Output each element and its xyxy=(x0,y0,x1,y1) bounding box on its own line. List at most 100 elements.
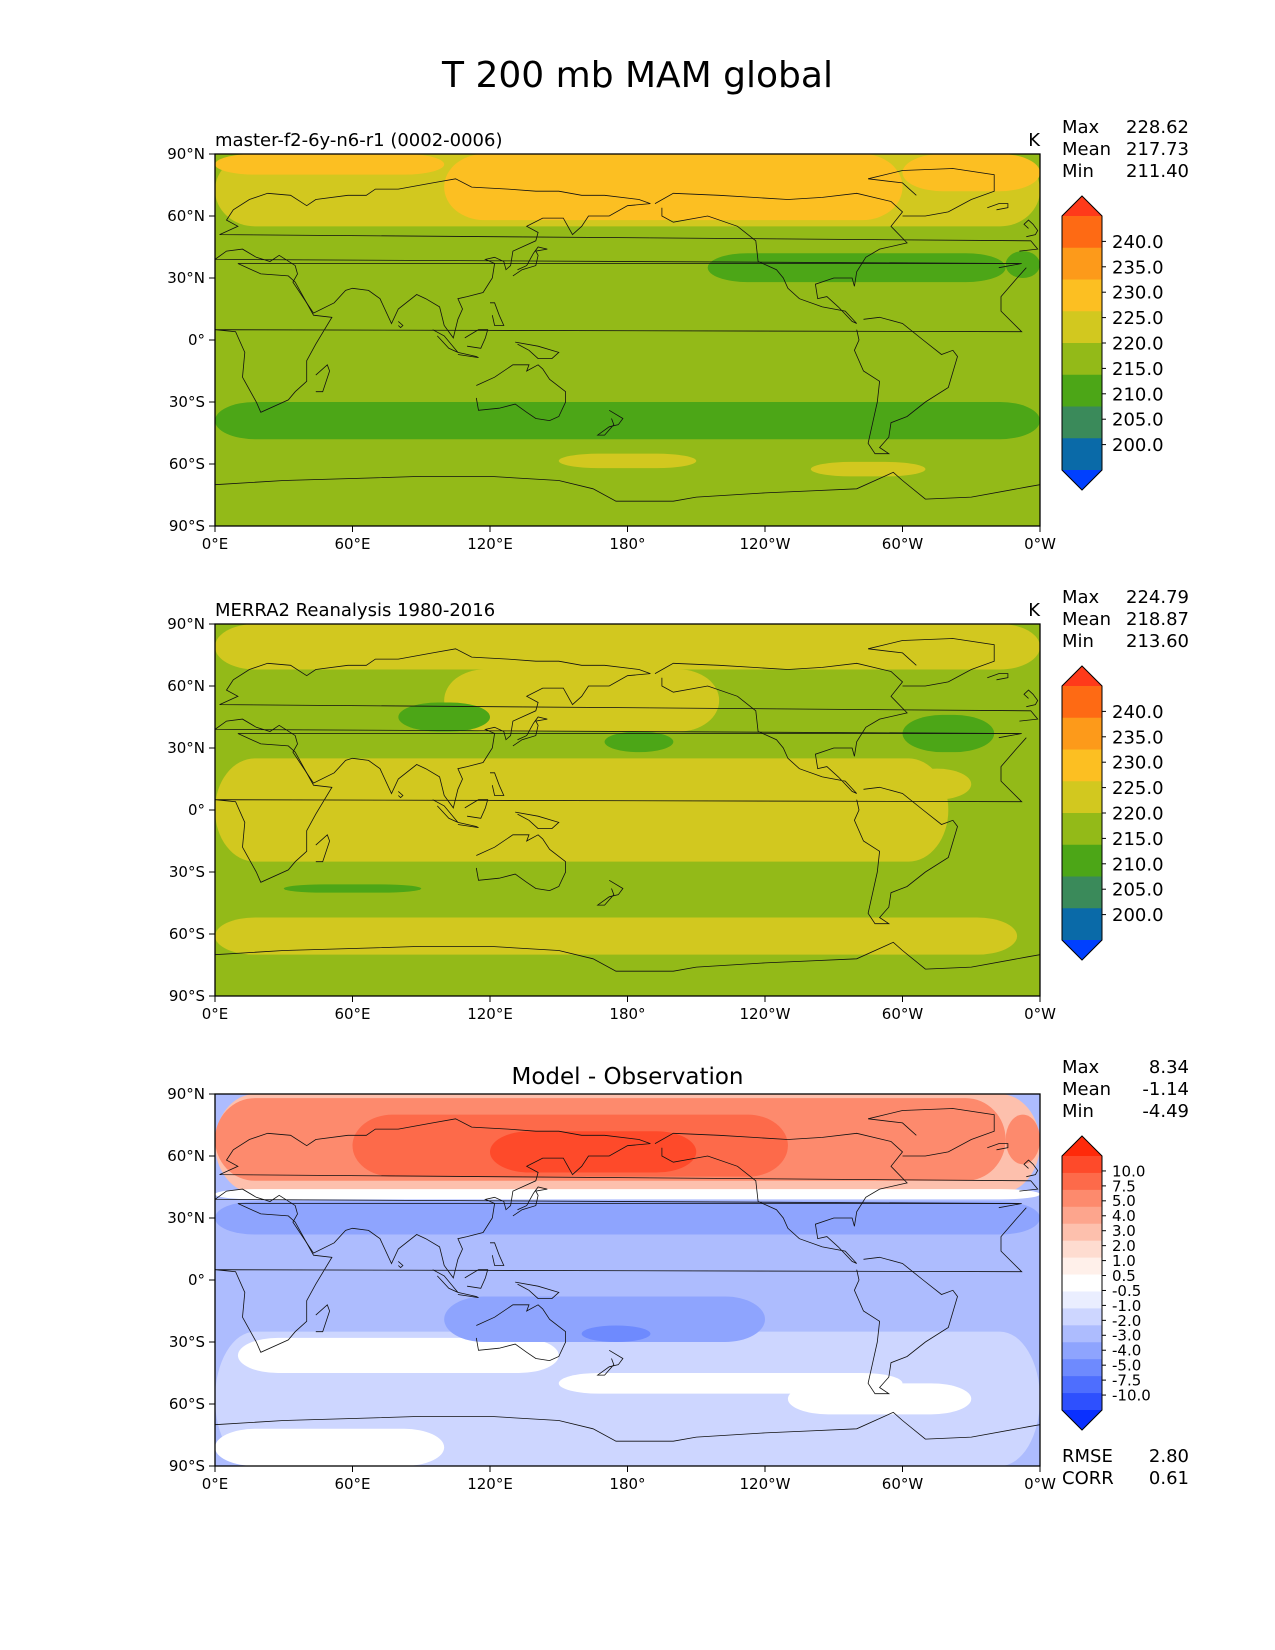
colorbar-label: -1.0 xyxy=(1112,1297,1141,1315)
coastline xyxy=(464,1269,489,1289)
x-tick-label: 0°E xyxy=(202,1475,229,1493)
coastline xyxy=(512,716,548,747)
colorbar-segment xyxy=(1062,1206,1102,1225)
metric-label: RMSE xyxy=(1062,1446,1113,1467)
stat-label: Mean xyxy=(1062,609,1111,630)
coastline xyxy=(596,1349,624,1376)
contour-region xyxy=(215,758,949,862)
y-tick-label: 60°S xyxy=(169,925,205,943)
colorbar-label: 210.0 xyxy=(1112,384,1164,405)
colorbar-label: 1.0 xyxy=(1112,1252,1136,1270)
map-model xyxy=(215,154,1040,526)
colorbar-outline xyxy=(1061,1135,1103,1431)
coastline xyxy=(457,1292,479,1298)
stat-label: Min xyxy=(1062,161,1094,182)
y-tick-label: 60°N xyxy=(167,677,205,695)
colorbar-label: 240.0 xyxy=(1112,232,1164,253)
colorbar-segment xyxy=(1062,1172,1102,1191)
colorbar-extend-max xyxy=(1062,666,1102,686)
colorbar-label: -3.0 xyxy=(1112,1327,1141,1345)
coastline xyxy=(512,1186,548,1217)
stat-value: 228.62 xyxy=(1126,117,1189,138)
colorbar-segment xyxy=(1062,844,1102,877)
colorbar-segment xyxy=(1062,908,1102,941)
y-tick-label: 90°S xyxy=(169,517,205,535)
colorbar-label: 205.0 xyxy=(1112,410,1164,431)
contour-region xyxy=(398,702,490,732)
x-tick-label: 120°W xyxy=(740,1475,791,1493)
map-obs xyxy=(215,624,1040,996)
coastline xyxy=(215,1203,1027,1353)
colorbar-label: 10.0 xyxy=(1112,1162,1145,1180)
colorbar-segment xyxy=(1062,1291,1102,1309)
x-tick-label: 60°W xyxy=(882,535,924,553)
coastline xyxy=(475,1304,566,1362)
colorbar-segment xyxy=(1062,1376,1102,1394)
y-tick-label: 90°N xyxy=(167,145,205,163)
colorbar-label: 205.0 xyxy=(1112,880,1164,901)
units-label: K xyxy=(1028,600,1041,621)
stat-value: 213.60 xyxy=(1126,631,1189,652)
coastline xyxy=(853,786,958,925)
colorbar-label: 210.0 xyxy=(1112,854,1164,875)
coastline xyxy=(215,941,1040,972)
colorbar-segment xyxy=(1062,781,1102,814)
coastline xyxy=(654,192,908,324)
colorbar-outline xyxy=(1061,195,1103,491)
map-diff xyxy=(215,1094,1040,1466)
x-tick-label: 60°W xyxy=(882,1475,924,1493)
colorbar-label: 3.0 xyxy=(1112,1222,1136,1240)
panel-model: 0°E 60°E 120°E 180° 120°W 60°W 0°W 90°N 60°N 30°N… xyxy=(167,117,1189,553)
panel-diff: 0°E 60°E 120°E 180° 120°W 60°W 0°W 90°N 60°N 30°N… xyxy=(167,1057,1189,1493)
x-tick-label: 180° xyxy=(609,1005,645,1023)
contour-region xyxy=(444,1296,765,1342)
y-tick-label: 90°N xyxy=(167,615,205,633)
coastline xyxy=(215,1411,1040,1442)
stat-value: -4.49 xyxy=(1142,1101,1189,1122)
colorbar-label: -5.0 xyxy=(1112,1357,1141,1375)
x-tick-label: 60°E xyxy=(334,1475,370,1493)
coastline xyxy=(596,879,624,906)
contour-region xyxy=(215,917,1018,955)
coastline xyxy=(475,364,566,422)
colorbar-segment xyxy=(1062,813,1102,846)
stat-label: Max xyxy=(1062,587,1100,608)
stat-value: 217.73 xyxy=(1126,139,1189,160)
stat-value: 224.79 xyxy=(1126,587,1189,608)
contour-region xyxy=(604,731,674,753)
coastline xyxy=(215,178,1039,339)
x-tick-label: 120°E xyxy=(467,535,513,553)
colorbar-segment xyxy=(1062,1274,1102,1292)
colorbar-segment xyxy=(1062,1240,1102,1259)
contour-region xyxy=(902,154,1040,192)
coastline xyxy=(515,1281,560,1299)
coastline xyxy=(464,799,489,819)
colorbar-label: 4.0 xyxy=(1112,1207,1136,1225)
stat-label: Mean xyxy=(1062,139,1111,160)
colorbar-label: 215.0 xyxy=(1112,359,1164,380)
colorbar-label: -4.0 xyxy=(1112,1342,1141,1360)
contour-region xyxy=(215,402,1040,440)
x-tick-label: 60°E xyxy=(334,535,370,553)
contour-region xyxy=(1005,251,1040,278)
colorbar-segment xyxy=(1062,374,1102,407)
contour-region xyxy=(810,461,926,477)
coastline xyxy=(215,733,1027,883)
coastline xyxy=(987,673,1009,681)
coastline xyxy=(490,772,505,796)
stat-value: 211.40 xyxy=(1126,161,1189,182)
y-tick-label: 30°N xyxy=(167,1209,205,1227)
panel-title: MERRA2 Reanalysis 1980-2016 xyxy=(215,600,495,621)
contour-region xyxy=(237,1337,559,1373)
contour-region xyxy=(215,1201,1040,1235)
coastline xyxy=(868,168,995,217)
coastline xyxy=(315,364,331,393)
colorbar-segment xyxy=(1062,1257,1102,1276)
colorbar-label: 2.0 xyxy=(1112,1237,1136,1255)
x-tick-label: 120°E xyxy=(467,1475,513,1493)
colorbar-label: 200.0 xyxy=(1112,435,1164,456)
y-tick-label: 60°N xyxy=(167,207,205,225)
colorbar-outline xyxy=(1061,665,1103,961)
colorbar-segment xyxy=(1062,1156,1102,1174)
y-tick-label: 0° xyxy=(188,801,205,819)
